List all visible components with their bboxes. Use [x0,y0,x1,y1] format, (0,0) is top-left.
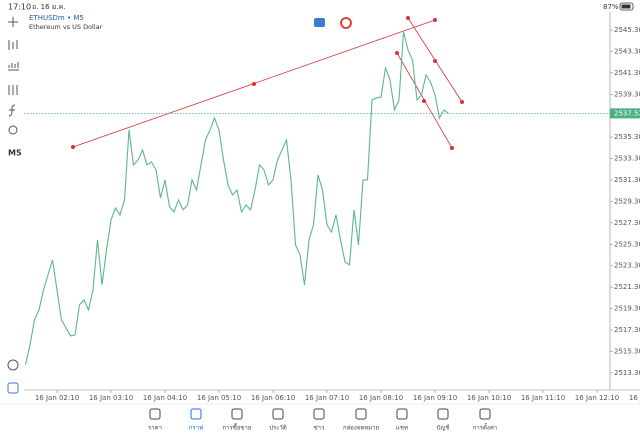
trend-handle[interactable] [449,145,454,150]
symbol-title[interactable]: ETHUSDm • M5 [29,14,84,22]
battery-icon [619,2,634,11]
tab-icon[interactable] [396,408,408,420]
tab-icon[interactable] [231,408,243,420]
indicator-button[interactable] [340,17,352,29]
x-tick-label: 16 Jan 12:10 [575,394,619,402]
depth-tool[interactable] [7,359,19,371]
tab-icon[interactable] [479,408,491,420]
y-tick-label: 2535.30 [614,133,640,141]
status-time: 17:10 [8,3,31,12]
x-tick-label: 16 Jan 05:10 [197,394,241,402]
x-tick-label: 16 Jan 07:10 [305,394,349,402]
tab-icon[interactable] [355,408,367,420]
x-tick-label: 16 Jan 04:10 [143,394,187,402]
y-tick-label: 2521.30 [614,283,640,291]
tab-icon[interactable] [437,408,449,420]
x-tick-label: 16 Jan 10:10 [467,394,511,402]
tab-label[interactable]: แชท [396,425,408,432]
tab-label[interactable]: การตั้งค่า [473,422,497,432]
y-tick-label: 2543.30 [614,47,640,55]
trend-handle[interactable] [432,59,437,64]
y-tick-label: 2517.30 [614,326,640,334]
chart-type-tool[interactable] [8,40,18,50]
one-click-trading[interactable] [314,18,325,27]
tab-label[interactable]: บัญชี [437,424,450,432]
y-tick-label: 2545.30 [614,26,640,34]
y-tick-label: 2531.30 [614,176,640,184]
trend-lines[interactable] [71,15,464,150]
indicators-tool[interactable] [8,62,19,71]
tab-label[interactable]: ข่าว [314,425,325,432]
trend-handle[interactable] [421,99,426,104]
battery-level [621,4,631,9]
trend-handle[interactable] [405,15,410,20]
crosshair-tool[interactable] [8,17,18,27]
x-tick-label: 16 Jan 13:10 [629,394,640,402]
x-tick-label: 16 Jan 09:10 [413,394,457,402]
tab-label[interactable]: การซื้อขาย [223,422,252,432]
y-tick-label: 2527.30 [614,219,640,227]
tab-label[interactable]: กล่องจดหมาย [343,425,379,432]
y-tick-label: 2533.30 [614,155,640,163]
function-tool[interactable] [8,104,16,117]
y-tick-label: 2515.30 [614,347,640,355]
trend-handle[interactable] [251,82,256,87]
tab-icon[interactable] [190,408,202,420]
y-tick-label: 2523.30 [614,262,640,270]
x-tick-label: 16 Jan 03:10 [89,394,133,402]
toolbar-timeframe[interactable]: M5 [8,149,22,158]
tab-label[interactable]: ประวัติ [269,425,287,432]
x-tick-label: 16 Jan 06:10 [251,394,295,402]
y-tick-label: 2539.30 [614,90,640,98]
tab-label[interactable]: กราฟ [189,425,203,432]
trend-handle[interactable] [394,51,399,56]
status-date: อ. 16 ม.ค. [32,3,66,11]
y-tick-label: 2529.30 [614,197,640,205]
x-tick-label: 16 Jan 02:10 [35,394,79,402]
y-tick-label: 2513.30 [614,369,640,377]
current-price-label: 2537.52 [614,109,640,117]
x-tick-label: 16 Jan 11:10 [521,394,565,402]
y-tick-label: 2541.30 [614,69,640,77]
x-tick-label: 16 Jan 08:10 [359,394,403,402]
symbol-description: Ethereum vs US Dollar [29,23,103,31]
current-price-box [610,108,640,119]
tab-icon[interactable] [313,408,325,420]
y-tick-label: 2519.30 [614,305,640,313]
tab-label[interactable]: ราคา [148,425,162,432]
y-tick-label: 2525.30 [614,240,640,248]
trend-handle[interactable] [432,17,437,22]
tab-icon[interactable] [149,408,161,420]
trend-handle[interactable] [71,144,76,149]
trade-tool[interactable] [7,382,19,394]
search-tool[interactable] [8,125,18,135]
status-battery: 87% [603,3,619,11]
left-toolbar [7,17,19,394]
trend-handle[interactable] [459,100,464,105]
tab-icon[interactable] [272,408,284,420]
objects-tool[interactable] [8,85,18,95]
price-line [24,31,449,365]
